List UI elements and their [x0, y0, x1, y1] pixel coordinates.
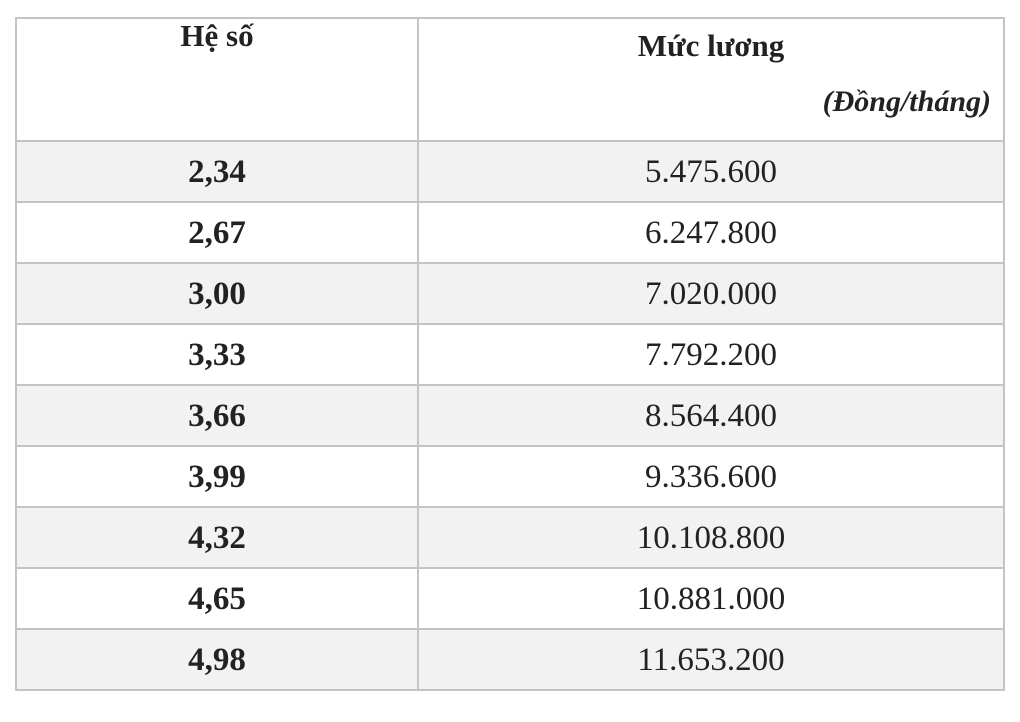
table-row: 3,33 7.792.200 — [15, 323, 1005, 386]
salary-cell: 9.336.600 — [417, 445, 1005, 508]
header-salary: Mức lương (Đồng/tháng) — [417, 17, 1005, 142]
coefficient-cell: 4,98 — [15, 628, 419, 691]
salary-table: Hệ số Mức lương (Đồng/tháng) 2,34 5.475.… — [15, 17, 1005, 691]
table-row: 2,67 6.247.800 — [15, 201, 1005, 264]
header-row: Hệ số Mức lương (Đồng/tháng) — [15, 17, 1005, 142]
coefficient-cell: 4,65 — [15, 567, 419, 630]
header-salary-title: Mức lương — [637, 28, 785, 63]
salary-cell: 7.792.200 — [417, 323, 1005, 386]
salary-cell: 11.653.200 — [417, 628, 1005, 691]
coefficient-cell: 2,34 — [15, 140, 419, 203]
header-salary-unit: (Đồng/tháng) — [822, 85, 991, 118]
table-row: 4,65 10.881.000 — [15, 567, 1005, 630]
table-header: Hệ số Mức lương (Đồng/tháng) — [15, 17, 1005, 142]
coefficient-cell: 3,66 — [15, 384, 419, 447]
salary-cell: 10.108.800 — [417, 506, 1005, 569]
header-coefficient: Hệ số — [15, 17, 419, 142]
coefficient-cell: 4,32 — [15, 506, 419, 569]
table-row: 2,34 5.475.600 — [15, 140, 1005, 203]
coefficient-cell: 3,00 — [15, 262, 419, 325]
table-row: 3,00 7.020.000 — [15, 262, 1005, 325]
coefficient-cell: 3,99 — [15, 445, 419, 508]
table-row: 3,99 9.336.600 — [15, 445, 1005, 508]
table-body: 2,34 5.475.600 2,67 6.247.800 3,00 7.020… — [15, 140, 1005, 691]
coefficient-cell: 2,67 — [15, 201, 419, 264]
salary-cell: 5.475.600 — [417, 140, 1005, 203]
salary-cell: 6.247.800 — [417, 201, 1005, 264]
salary-cell: 7.020.000 — [417, 262, 1005, 325]
salary-cell: 10.881.000 — [417, 567, 1005, 630]
table-row: 3,66 8.564.400 — [15, 384, 1005, 447]
coefficient-cell: 3,33 — [15, 323, 419, 386]
table-row: 4,98 11.653.200 — [15, 628, 1005, 691]
salary-cell: 8.564.400 — [417, 384, 1005, 447]
table-row: 4,32 10.108.800 — [15, 506, 1005, 569]
